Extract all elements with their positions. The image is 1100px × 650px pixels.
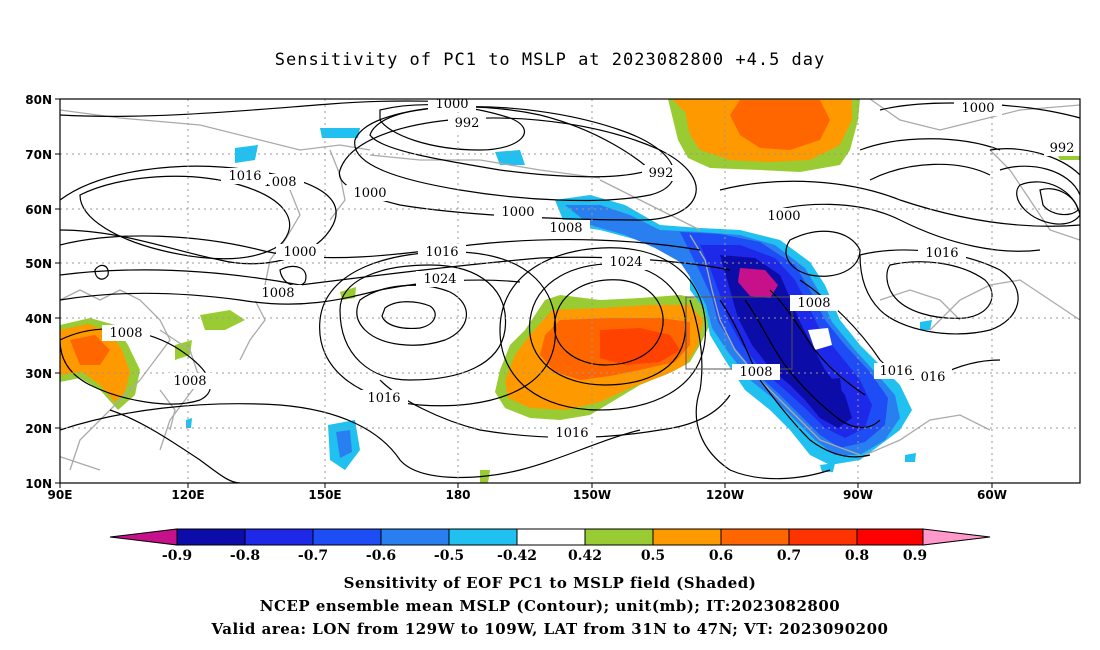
colorbar-label: -0.6 [366, 548, 396, 564]
contour-label: 1008 [261, 286, 294, 301]
colorbar-right-triangle [922, 528, 991, 546]
lon-label: 180 [445, 488, 470, 502]
contour-label: 1024 [609, 255, 642, 270]
lat-label: 20N [25, 422, 52, 436]
lat-label: 10N [25, 477, 52, 491]
lat-label: 30N [25, 367, 52, 381]
lon-label: 120W [706, 488, 744, 502]
lon-label: 150E [308, 488, 341, 502]
colorbar [109, 528, 991, 546]
lon-label: 150W [573, 488, 611, 502]
figure-title: Sensitivity of PC1 to MSLP at 2023082800… [274, 50, 826, 70]
contour-label: 1008 [263, 175, 296, 190]
lat-label: 60N [25, 203, 52, 217]
longitude-labels: 90E 120E 150E 180 150W 120W 90W 60W [48, 488, 1007, 502]
contour-label: 1008 [173, 374, 206, 389]
colorbar-label: -0.8 [230, 548, 260, 564]
map-area [60, 99, 1080, 483]
contour-label: 1000 [961, 101, 994, 116]
lon-label: 60W [977, 488, 1007, 502]
lon-label: 120E [171, 488, 204, 502]
negative-sensitivity-shading [186, 128, 932, 472]
caption-line-2: NCEP ensemble mean MSLP (Contour); unit(… [259, 597, 841, 615]
latitude-labels: 80N 70N 60N 50N 40N 30N 20N 10N [25, 93, 52, 491]
contour-label: 1016 [425, 245, 458, 260]
colorbar-labels: -0.9 -0.8 -0.7 -0.6 -0.5 -0.42 0.42 0.5 … [162, 548, 927, 564]
contour-label: 992 [649, 166, 674, 181]
colorbar-label: -0.5 [434, 548, 464, 564]
colorbar-label: 0.7 [777, 548, 801, 564]
colorbar-label: 0.9 [903, 548, 927, 564]
contour-labels: 1000 992 992 1000 1008 1000 1016 1008 10… [102, 97, 1080, 441]
colorbar-swatch [176, 528, 246, 546]
contour-label: 1008 [109, 326, 142, 341]
colorbar-label: 0.5 [641, 548, 665, 564]
colorbar-swatch [720, 528, 790, 546]
contour-label: 1016 [367, 391, 400, 406]
colorbar-swatch [856, 528, 924, 546]
colorbar-swatch [652, 528, 722, 546]
contour-label: 992 [455, 116, 480, 131]
contour-label: 1008 [797, 296, 830, 311]
lat-label: 40N [25, 312, 52, 326]
colorbar-swatch [380, 528, 450, 546]
map-frame [59, 98, 1081, 484]
caption-line-3: Valid area: LON from 129W to 109W, LAT f… [211, 620, 889, 638]
colorbar-label: 0.42 [568, 548, 602, 564]
contour-labels-inner: 1008 [790, 295, 838, 311]
contour-label: 016 [921, 370, 946, 385]
colorbar-label: 0.6 [709, 548, 733, 564]
lon-label: 90E [48, 488, 73, 502]
colorbar-swatch [516, 528, 586, 546]
colorbar-label: -0.9 [162, 548, 192, 564]
colorbar-label: -0.7 [298, 548, 328, 564]
tick-marks [55, 98, 993, 488]
colorbar-label: -0.42 [497, 548, 537, 564]
contour-label: 1016 [555, 426, 588, 441]
lon-label: 90W [843, 488, 873, 502]
colorbar-swatch [584, 528, 654, 546]
contour-label: 1024 [423, 272, 456, 287]
lat-label: 80N [25, 93, 52, 107]
contour-label: 1008 [739, 365, 772, 380]
contour-label: 1000 [767, 209, 800, 224]
contour-label: 1016 [879, 364, 912, 379]
contour-label: 1008 [549, 221, 582, 236]
lat-label: 50N [25, 257, 52, 271]
contour-label: 992 [1050, 141, 1075, 156]
contour-label: 1000 [501, 205, 534, 220]
contour-label: 1000 [435, 97, 468, 112]
colorbar-swatch [244, 528, 314, 546]
lat-label: 70N [25, 148, 52, 162]
contour-label: 1000 [283, 245, 316, 260]
contour-label: 1000 [353, 186, 386, 201]
colorbar-swatch [312, 528, 382, 546]
contour-label: 1016 [228, 169, 261, 184]
colorbar-label: 0.8 [845, 548, 869, 564]
colorbar-left-triangle [109, 528, 178, 546]
colorbar-swatch [788, 528, 858, 546]
colorbar-swatch [448, 528, 518, 546]
caption-line-1: Sensitivity of EOF PC1 to MSLP field (Sh… [343, 574, 757, 592]
contour-label: 1016 [925, 246, 958, 261]
